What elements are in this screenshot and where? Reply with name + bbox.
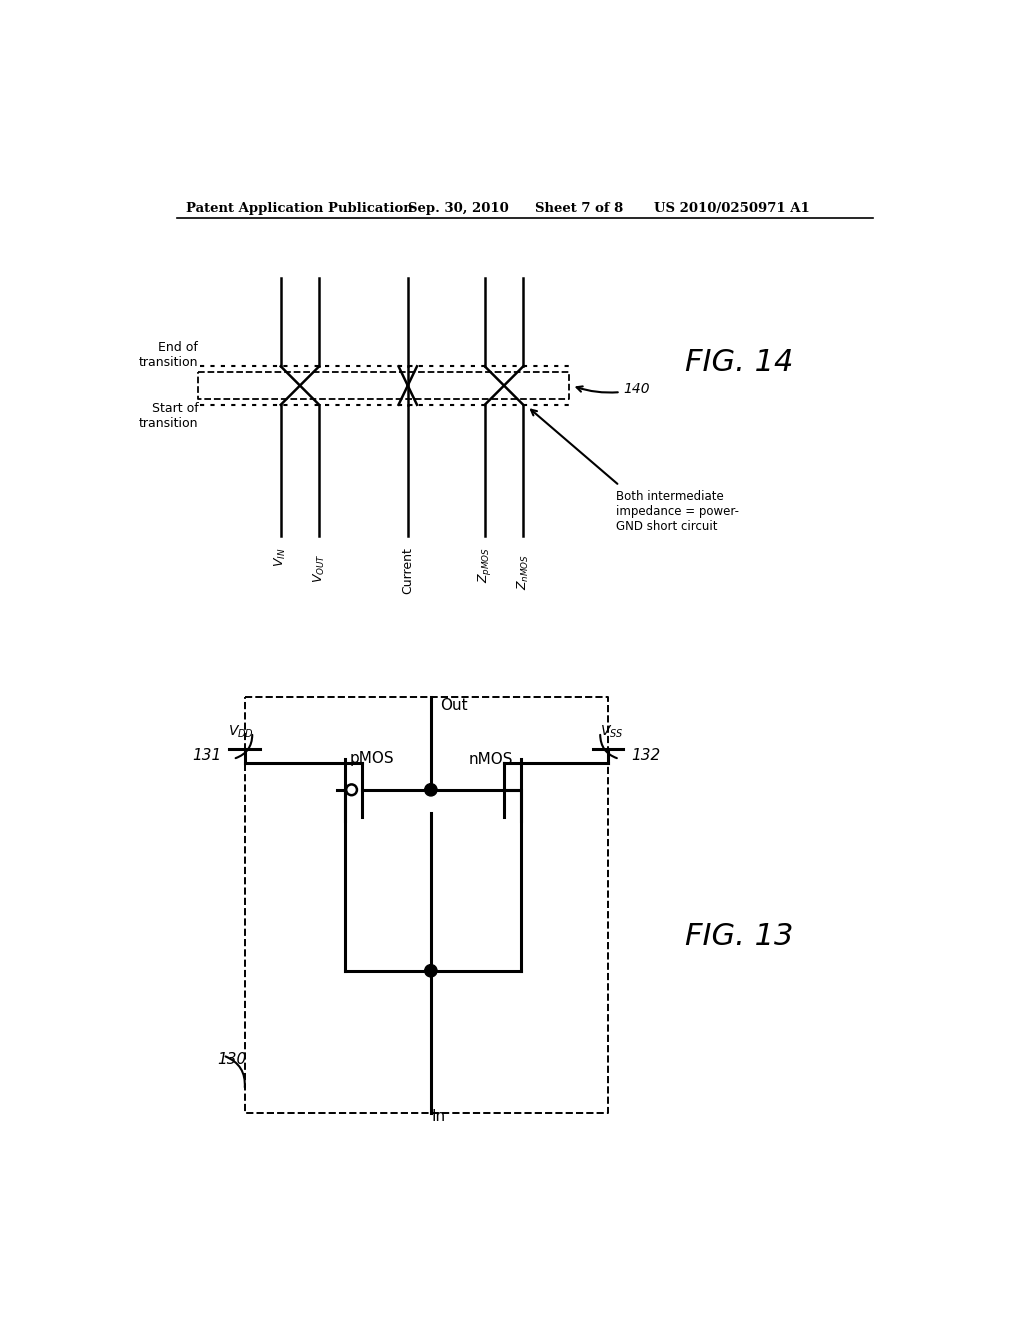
Text: pMOS: pMOS [350, 751, 394, 767]
Text: In: In [431, 1109, 445, 1125]
Text: US 2010/0250971 A1: US 2010/0250971 A1 [654, 202, 810, 215]
Text: 132: 132 [631, 747, 660, 763]
Text: $V_{IN}$: $V_{IN}$ [273, 548, 289, 566]
Text: Sep. 30, 2010: Sep. 30, 2010 [408, 202, 509, 215]
Text: nMOS: nMOS [469, 751, 514, 767]
Text: $Z_{pMOS}$: $Z_{pMOS}$ [476, 548, 494, 583]
Circle shape [425, 965, 437, 977]
Text: FIG. 14: FIG. 14 [685, 348, 794, 378]
Text: Start of
transition: Start of transition [139, 403, 199, 430]
Circle shape [346, 784, 357, 795]
Text: Current: Current [401, 548, 415, 594]
Text: 130: 130 [217, 1052, 247, 1067]
Text: 140: 140 [577, 383, 650, 396]
Text: FIG. 13: FIG. 13 [685, 921, 794, 950]
Text: $V_{OUT}$: $V_{OUT}$ [311, 553, 327, 583]
Text: $V_{SS}$: $V_{SS}$ [600, 723, 624, 739]
Text: Patent Application Publication: Patent Application Publication [186, 202, 413, 215]
Text: $V_{DD}$: $V_{DD}$ [227, 723, 254, 739]
Text: 131: 131 [193, 747, 221, 763]
Text: Sheet 7 of 8: Sheet 7 of 8 [535, 202, 623, 215]
Text: Out: Out [440, 697, 468, 713]
Text: Both intermediate
impedance = power-
GND short circuit: Both intermediate impedance = power- GND… [615, 490, 738, 532]
Circle shape [425, 784, 437, 796]
Text: $Z_{nMOS}$: $Z_{nMOS}$ [516, 553, 530, 590]
Text: End of
transition: End of transition [139, 341, 199, 368]
